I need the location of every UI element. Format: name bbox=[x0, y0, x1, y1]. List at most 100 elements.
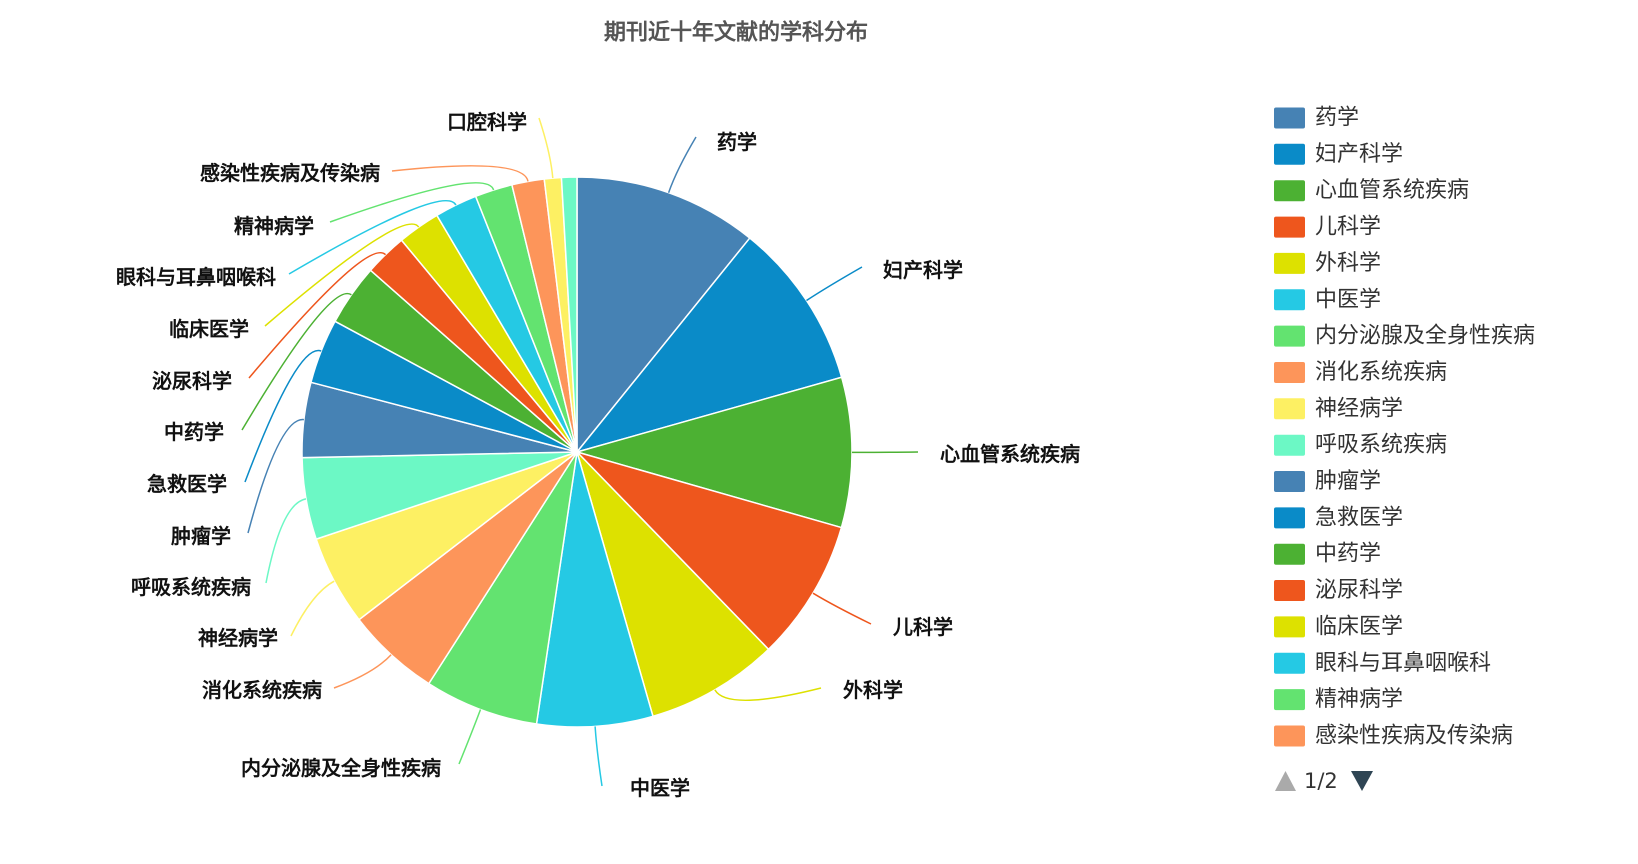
slice-label: 中药学 bbox=[164, 420, 224, 444]
slice-label: 药学 bbox=[717, 130, 757, 154]
legend-item[interactable]: 内分泌腺及全身性疾病 bbox=[1274, 324, 1535, 349]
legend-item[interactable]: 精神病学 bbox=[1274, 687, 1403, 712]
slice-label: 外科学 bbox=[843, 678, 903, 702]
label-line bbox=[290, 580, 335, 637]
legend-swatch bbox=[1274, 143, 1305, 165]
legend-label: 心血管系统疾病 bbox=[1315, 178, 1469, 203]
legend-swatch bbox=[1274, 252, 1305, 274]
legend-item[interactable]: 感染性疾病及传染病 bbox=[1274, 724, 1513, 749]
legend-label: 精神病学 bbox=[1315, 687, 1403, 712]
slice-label: 精神病学 bbox=[234, 214, 314, 238]
label-line bbox=[806, 266, 863, 302]
legend-item[interactable]: 眼科与耳鼻咽喉科 bbox=[1274, 651, 1491, 676]
label-line bbox=[241, 292, 352, 431]
label-line bbox=[244, 349, 322, 483]
pie-slice[interactable] bbox=[576, 237, 843, 453]
slice-label: 眼科与耳鼻咽喉科 bbox=[116, 265, 276, 289]
legend-swatch bbox=[1274, 398, 1305, 420]
legend-swatch bbox=[1274, 725, 1305, 747]
legend: 药学妇产科学心血管系统疾病儿科学外科学中医学内分泌腺及全身性疾病消化系统疾病神经… bbox=[1274, 106, 1535, 749]
legend-item[interactable]: 呼吸系统疾病 bbox=[1274, 433, 1447, 458]
legend-label: 急救医学 bbox=[1315, 505, 1403, 530]
legend-swatch bbox=[1274, 652, 1305, 674]
label-lines bbox=[241, 117, 919, 787]
legend-item[interactable]: 肿瘤学 bbox=[1274, 469, 1381, 494]
slice-label: 感染性疾病及传染病 bbox=[200, 161, 380, 185]
legend-label: 儿科学 bbox=[1315, 215, 1381, 240]
pie-slice[interactable] bbox=[576, 451, 843, 651]
slice-label: 中医学 bbox=[630, 776, 690, 800]
pie-slice[interactable] bbox=[535, 451, 654, 728]
legend-label: 中药学 bbox=[1315, 542, 1381, 567]
page-down-icon[interactable] bbox=[1351, 771, 1373, 791]
pie-slice[interactable] bbox=[576, 176, 751, 453]
pie-slices bbox=[301, 176, 853, 728]
legend-label: 神经病学 bbox=[1315, 396, 1403, 421]
legend-label: 外科学 bbox=[1315, 251, 1381, 276]
legend-label: 消化系统疾病 bbox=[1315, 360, 1447, 385]
legend-label: 泌尿科学 bbox=[1315, 578, 1403, 603]
legend-swatch bbox=[1274, 689, 1305, 711]
slice-label: 神经病学 bbox=[198, 626, 278, 650]
legend-item[interactable]: 消化系统疾病 bbox=[1274, 360, 1447, 385]
slice-label: 消化系统疾病 bbox=[202, 678, 322, 702]
label-line bbox=[265, 498, 307, 584]
slice-label: 急救医学 bbox=[147, 472, 227, 496]
legend-swatch bbox=[1274, 434, 1305, 456]
slice-label: 泌尿科学 bbox=[152, 369, 232, 393]
legend-swatch bbox=[1274, 325, 1305, 347]
pie-slice[interactable] bbox=[560, 176, 578, 453]
legend-swatch bbox=[1274, 471, 1305, 492]
legend-label: 内分泌腺及全身性疾病 bbox=[1315, 324, 1535, 349]
legend-item[interactable]: 临床医学 bbox=[1274, 614, 1403, 639]
legend-item[interactable]: 药学 bbox=[1274, 106, 1359, 131]
legend-swatch bbox=[1274, 616, 1305, 638]
pie-slice[interactable] bbox=[576, 376, 853, 529]
legend-label: 眼科与耳鼻咽喉科 bbox=[1315, 651, 1491, 676]
label-line bbox=[714, 687, 822, 702]
legend-item[interactable]: 中医学 bbox=[1274, 287, 1381, 312]
legend-swatch bbox=[1274, 289, 1305, 311]
label-line bbox=[247, 418, 304, 534]
legend-page-indicator: 1/2 bbox=[1304, 769, 1338, 793]
chart-title: 期刊近十年文献的学科分布 bbox=[604, 20, 868, 46]
slice-label: 妇产科学 bbox=[883, 258, 963, 282]
legend-item[interactable]: 神经病学 bbox=[1274, 396, 1403, 421]
legend-label: 肿瘤学 bbox=[1315, 469, 1381, 494]
legend-label: 感染性疾病及传染病 bbox=[1315, 724, 1513, 749]
legend-item[interactable]: 妇产科学 bbox=[1274, 142, 1403, 167]
legend-swatch bbox=[1274, 216, 1305, 238]
label-line bbox=[812, 592, 872, 625]
legend-item[interactable]: 急救医学 bbox=[1274, 505, 1403, 530]
label-line bbox=[594, 726, 603, 787]
slice-label: 心血管系统疾病 bbox=[940, 442, 1080, 466]
label-line bbox=[329, 182, 495, 223]
legend-label: 中医学 bbox=[1315, 287, 1381, 312]
label-line bbox=[667, 136, 697, 193]
legend-item[interactable]: 心血管系统疾病 bbox=[1274, 178, 1469, 203]
label-line bbox=[391, 165, 529, 182]
legend-item[interactable]: 泌尿科学 bbox=[1274, 578, 1403, 603]
label-line bbox=[458, 709, 482, 765]
legend-swatch bbox=[1274, 362, 1305, 383]
legend-item[interactable]: 外科学 bbox=[1274, 251, 1381, 276]
legend-pager: 1/2 bbox=[1275, 769, 1373, 793]
pie-slice[interactable] bbox=[428, 451, 578, 725]
legend-label: 临床医学 bbox=[1315, 614, 1403, 639]
legend-label: 妇产科学 bbox=[1315, 142, 1403, 167]
legend-label: 呼吸系统疾病 bbox=[1315, 433, 1447, 458]
legend-swatch bbox=[1274, 543, 1305, 565]
legend-swatch bbox=[1274, 180, 1305, 202]
slice-label: 呼吸系统疾病 bbox=[131, 575, 251, 599]
legend-item[interactable]: 中药学 bbox=[1274, 542, 1381, 567]
legend-swatch bbox=[1274, 107, 1305, 129]
slice-label: 儿科学 bbox=[892, 615, 953, 639]
legend-swatch bbox=[1274, 580, 1305, 601]
label-line bbox=[538, 117, 554, 179]
legend-item[interactable]: 儿科学 bbox=[1274, 215, 1381, 240]
page-up-icon[interactable] bbox=[1275, 771, 1296, 791]
slice-label: 内分泌腺及全身性疾病 bbox=[241, 756, 441, 780]
slice-label: 肿瘤学 bbox=[171, 524, 231, 548]
